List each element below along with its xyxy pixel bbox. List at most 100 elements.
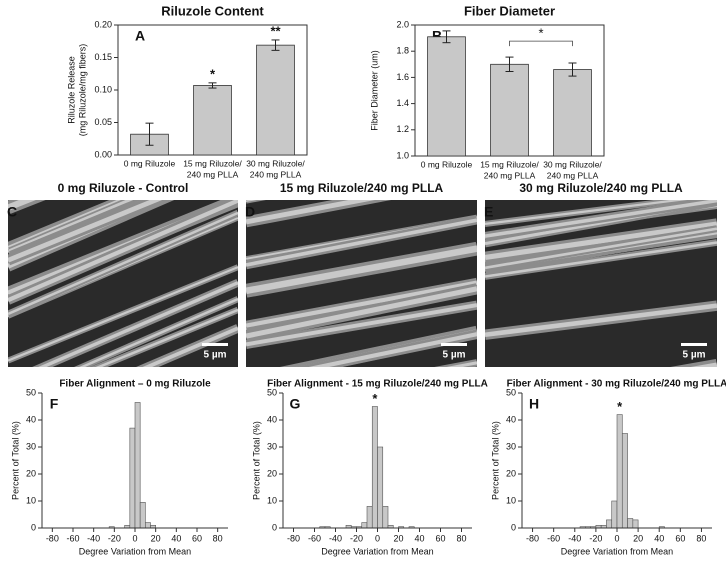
- y-tick-label: 1.4: [396, 98, 409, 108]
- fiber: [38, 281, 238, 367]
- x-tick-label: 60: [192, 533, 202, 543]
- fiber: [8, 200, 122, 248]
- y-tick-label: 40: [506, 414, 516, 424]
- fiber: [246, 218, 477, 267]
- y-tick-label: 0.20: [94, 19, 112, 29]
- bar: [427, 36, 466, 157]
- fiber: [308, 332, 477, 367]
- scale-bar-label: 5 µm: [204, 350, 227, 361]
- y-tick-label: 30: [506, 441, 516, 451]
- x-tick-label: 40: [414, 533, 424, 543]
- scale-bar: [441, 343, 467, 346]
- x-tick-label: 30 mg Riluzole/: [543, 159, 602, 169]
- x-tick-label: 20: [393, 533, 403, 543]
- x-tick-label: -40: [87, 533, 100, 543]
- y-tick-label: 10: [506, 495, 516, 505]
- y-tick-label: 30: [26, 441, 36, 451]
- x-tick-label: -40: [568, 533, 581, 543]
- x-tick-label: 20: [151, 533, 161, 543]
- y-tick-label: 20: [506, 468, 516, 478]
- fiber: [8, 211, 238, 316]
- scale-bar: [202, 343, 228, 346]
- x-tick-label: 240 mg PLLA: [250, 169, 302, 179]
- fiber: [485, 303, 717, 338]
- panel-letter: A: [135, 28, 145, 44]
- histogram-bar: [611, 500, 618, 529]
- significance-label: *: [210, 66, 216, 81]
- x-tick-label: 0 mg Riluzole: [124, 158, 176, 168]
- micrograph: [246, 200, 477, 367]
- y-tick-label: 0: [511, 522, 516, 532]
- histogram-bar: [377, 446, 384, 529]
- fiber: [485, 221, 717, 260]
- panel-letter: F: [50, 396, 59, 412]
- image-title: 15 mg Riluzole/240 mg PLLA: [280, 181, 444, 195]
- x-tick-label: -20: [108, 533, 121, 543]
- image-title: 0 mg Riluzole - Control: [58, 181, 189, 195]
- histogram-bar: [134, 402, 141, 529]
- y-axis-label: Percent of Total (%): [10, 421, 20, 500]
- histogram-bar: [632, 519, 639, 529]
- panel-letter: G: [290, 396, 301, 412]
- y-tick-label: 1.8: [396, 46, 409, 56]
- x-tick-label: -40: [329, 533, 342, 543]
- y-tick-label: 10: [267, 495, 277, 505]
- x-tick-label: 20: [633, 533, 643, 543]
- x-tick-label: 240 mg PLLA: [547, 170, 599, 180]
- y-tick-label: 0.10: [94, 84, 112, 94]
- histogram-bar: [361, 522, 368, 529]
- y-tick-label: 1.0: [396, 150, 409, 160]
- x-tick-label: 80: [696, 533, 706, 543]
- y-tick-label: 50: [267, 387, 277, 397]
- x-tick-label: -60: [308, 533, 321, 543]
- scale-bar-label: 5 µm: [683, 350, 706, 361]
- micrograph: [8, 200, 238, 367]
- histogram-bar: [627, 518, 634, 529]
- significance-label: *: [538, 26, 543, 41]
- fiber: [485, 241, 717, 278]
- y-tick-label: 50: [26, 387, 36, 397]
- x-tick-label: 15 mg Riluzole/: [480, 159, 539, 169]
- x-tick-label: 30 mg Riluzole/: [246, 158, 305, 168]
- y-tick-label: 0.05: [94, 117, 112, 127]
- x-tick-label: -80: [46, 533, 59, 543]
- fiber: [246, 303, 477, 347]
- x-tick-label: 0: [375, 533, 380, 543]
- x-tick-label: 0: [614, 533, 619, 543]
- y-tick-label: 0: [272, 522, 277, 532]
- chart-title: Riluzole Content: [161, 3, 264, 18]
- histogram-bar: [129, 427, 136, 529]
- x-tick-label: 60: [675, 533, 685, 543]
- significance-label: **: [270, 23, 281, 38]
- chart-title: Fiber Alignment – 0 mg Riluzole: [59, 379, 211, 390]
- histogram-bar: [606, 519, 613, 529]
- fiber: [246, 280, 477, 328]
- fiber: [8, 200, 163, 263]
- y-tick-label: 30: [267, 441, 277, 451]
- fiber: [142, 326, 238, 367]
- x-tick-label: -60: [66, 533, 79, 543]
- x-tick-label: 240 mg PLLA: [187, 169, 239, 179]
- x-tick-label: -80: [526, 533, 539, 543]
- x-tick-label: 0 mg Riluzole: [421, 159, 473, 169]
- histogram-bar: [621, 433, 628, 529]
- micrograph: [485, 200, 717, 367]
- y-tick-label: 0.15: [94, 52, 112, 62]
- significance-label: *: [372, 391, 378, 406]
- scale-bar: [681, 343, 707, 346]
- histogram-bar: [616, 414, 623, 529]
- y-tick-label: 1.2: [396, 124, 409, 134]
- significance-label: *: [617, 399, 623, 414]
- fiber: [485, 200, 688, 226]
- y-axis-label: (mg Riluzole/mg fibers): [77, 44, 87, 137]
- x-tick-label: 0: [132, 533, 137, 543]
- x-tick-label: -80: [287, 533, 300, 543]
- x-tick-label: 40: [654, 533, 664, 543]
- y-tick-label: 1.6: [396, 72, 409, 82]
- bar: [256, 44, 295, 156]
- x-axis-label: Degree Variation from Mean: [79, 546, 191, 556]
- x-tick-label: 15 mg Riluzole/: [183, 158, 242, 168]
- x-axis-label: Degree Variation from Mean: [561, 546, 673, 556]
- y-tick-label: 40: [26, 414, 36, 424]
- fiber: [8, 200, 238, 303]
